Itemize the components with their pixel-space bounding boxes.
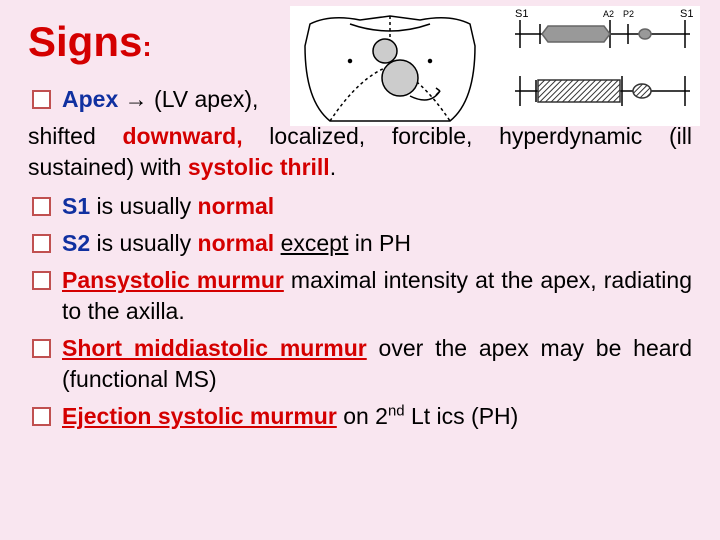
label-s1-top: S1 [515, 8, 528, 20]
text-span: systolic thrill [188, 154, 330, 180]
phono-top: S1 A2 P2 S1 [515, 8, 693, 48]
label-s1-top2: S1 [680, 8, 693, 20]
text-span: on 2 [337, 403, 388, 429]
label-p2: P2 [623, 9, 634, 19]
text-span: S2 [62, 230, 90, 256]
bullet-item: S2 is usually normal except in PH [28, 228, 692, 259]
text-span: Pansystolic murmur [62, 267, 284, 293]
text-span: is usually [90, 193, 197, 219]
bullet-item: S1 is usually normal [28, 191, 692, 222]
bullet-continuation: shifted downward, localized, forcible, h… [28, 121, 692, 183]
label-a2: A2 [603, 9, 614, 19]
title-colon: : [142, 31, 151, 62]
text-span: normal [198, 193, 275, 219]
text-span: nd [388, 403, 405, 420]
bullet-item: Ejection systolic murmur on 2nd Lt ics (… [28, 401, 692, 432]
title-text: Signs [28, 18, 142, 65]
text-span: Short middiastolic murmur [62, 335, 367, 361]
bullet-item: Short middiastolic murmur over the apex … [28, 333, 692, 395]
text-span: in PH [348, 230, 411, 256]
text-span: is usually [90, 230, 197, 256]
bullet-item: Pansystolic murmur maximal intensity at … [28, 265, 692, 327]
content-list: Apex → (LV apex), shifted downward, local… [28, 84, 692, 432]
text-span: except [281, 230, 349, 256]
text-span: shifted [28, 123, 122, 149]
text-span: Lt ics (PH) [405, 403, 519, 429]
text-span: S1 [62, 193, 90, 219]
text-span: → (LV apex), [118, 86, 258, 112]
text-span: Ejection systolic murmur [62, 403, 337, 429]
text-span: . [330, 154, 336, 180]
text-span: downward, [122, 123, 242, 149]
text-span: Apex [62, 86, 118, 112]
bullet-item: Apex → (LV apex), [28, 84, 692, 115]
text-span: normal [198, 230, 275, 256]
